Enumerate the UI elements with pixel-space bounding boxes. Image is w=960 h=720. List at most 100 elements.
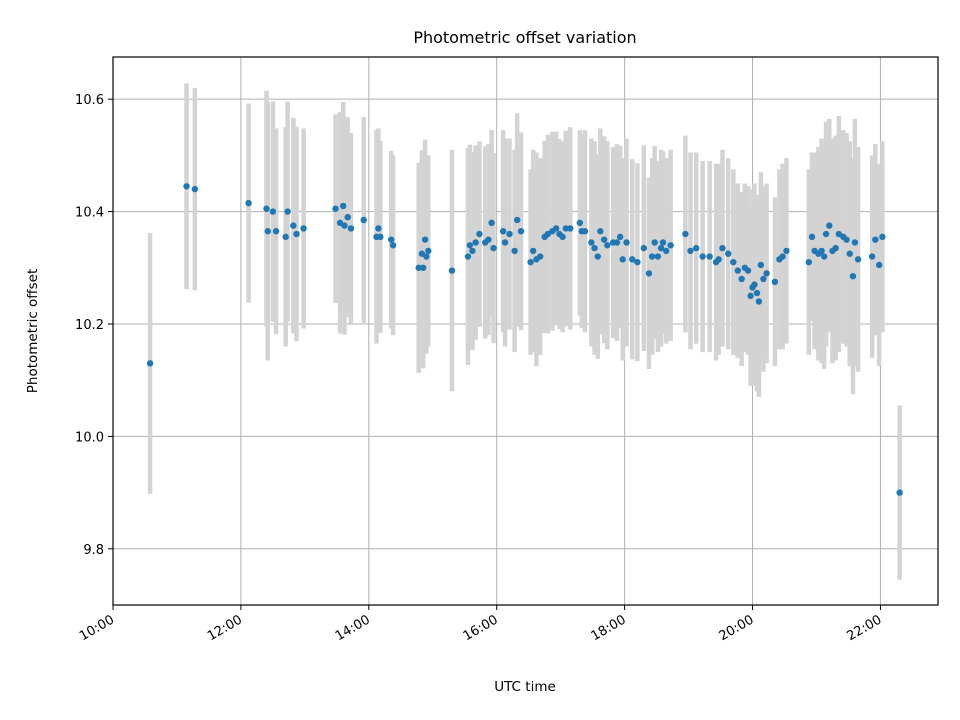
data-point <box>779 253 786 260</box>
data-point <box>419 264 427 271</box>
data-point <box>562 225 569 232</box>
data-point <box>818 247 825 255</box>
data-point <box>875 261 883 269</box>
data-point <box>715 256 722 263</box>
y-tick-label: 10.0 <box>75 430 104 445</box>
data-point <box>699 253 706 260</box>
data-point <box>822 230 830 238</box>
data-point <box>469 247 476 255</box>
data-point <box>501 239 509 246</box>
data-point <box>272 228 280 235</box>
data-point <box>820 253 828 260</box>
data-point <box>751 281 758 288</box>
data-point <box>472 239 479 246</box>
data-point <box>747 292 754 300</box>
data-point <box>448 267 456 274</box>
data-point <box>183 183 190 190</box>
data-point <box>667 242 674 249</box>
data-point <box>245 199 252 207</box>
data-point <box>387 236 395 243</box>
data-point <box>604 242 611 249</box>
data-point <box>623 239 630 246</box>
data-point <box>738 275 745 283</box>
data-point <box>760 275 767 283</box>
chart-title: Photometric offset variation <box>413 28 636 47</box>
data-point <box>506 230 513 238</box>
data-point <box>344 213 351 221</box>
data-point <box>488 219 495 227</box>
data-point <box>415 264 422 271</box>
data-point <box>377 233 384 241</box>
data-point <box>854 256 862 263</box>
data-point <box>389 242 397 249</box>
data-point <box>771 278 779 286</box>
data-point <box>581 228 589 235</box>
data-point <box>645 270 653 277</box>
data-point <box>757 261 765 269</box>
data-point <box>826 222 833 229</box>
data-point <box>879 233 886 241</box>
data-point <box>464 253 472 260</box>
data-point <box>341 222 348 229</box>
y-tick-label: 10.6 <box>75 93 104 108</box>
data-point <box>693 244 700 252</box>
data-point <box>651 239 658 246</box>
data-point <box>706 253 713 260</box>
data-point <box>805 258 813 266</box>
data-point <box>576 219 584 227</box>
data-point <box>619 256 626 263</box>
data-point <box>896 489 903 496</box>
data-point <box>682 230 689 238</box>
data-point <box>191 185 199 193</box>
data-point <box>657 244 665 252</box>
data-point <box>517 228 525 235</box>
data-point <box>755 298 763 305</box>
plot-frame <box>112 56 939 606</box>
data-point <box>594 253 601 260</box>
data-point <box>282 233 289 241</box>
data-point <box>659 239 667 246</box>
data-point <box>687 247 694 255</box>
data-point <box>808 233 816 241</box>
data-point <box>559 233 566 241</box>
data-point <box>872 236 879 243</box>
y-tick-label: 10.4 <box>75 206 104 221</box>
data-point <box>719 244 726 252</box>
data-point <box>485 236 492 243</box>
data-point <box>511 247 518 255</box>
data-point <box>600 236 608 243</box>
data-point <box>423 253 430 260</box>
data-point <box>868 253 876 260</box>
data-point <box>529 247 537 255</box>
data-point <box>763 270 770 277</box>
data-point <box>264 228 271 235</box>
data-point <box>597 228 604 235</box>
data-point <box>425 247 432 255</box>
y-tick-label: 9.8 <box>83 543 104 558</box>
data-point <box>588 239 595 246</box>
data-point <box>269 208 277 215</box>
data-point <box>284 208 291 215</box>
data-point <box>734 267 742 274</box>
data-point <box>783 247 790 255</box>
data-point <box>527 258 534 266</box>
data-point <box>640 244 648 252</box>
data-points <box>146 183 903 496</box>
data-point <box>466 242 474 249</box>
y-axis-label: Photometric offset <box>25 269 41 393</box>
x-axis-label: UTC time <box>494 679 556 695</box>
data-point <box>332 205 339 212</box>
data-point <box>753 289 761 297</box>
data-point <box>744 267 752 274</box>
data-point <box>634 258 641 266</box>
data-point <box>613 239 621 246</box>
data-point <box>375 225 382 232</box>
data-point <box>654 253 662 260</box>
data-point <box>662 247 670 255</box>
data-point <box>567 225 574 232</box>
data-point <box>490 244 497 252</box>
data-point <box>146 360 154 367</box>
y-axis-ticks: 9.8 10.0 10.2 10.4 10.6 <box>75 93 113 558</box>
data-point <box>537 253 544 260</box>
